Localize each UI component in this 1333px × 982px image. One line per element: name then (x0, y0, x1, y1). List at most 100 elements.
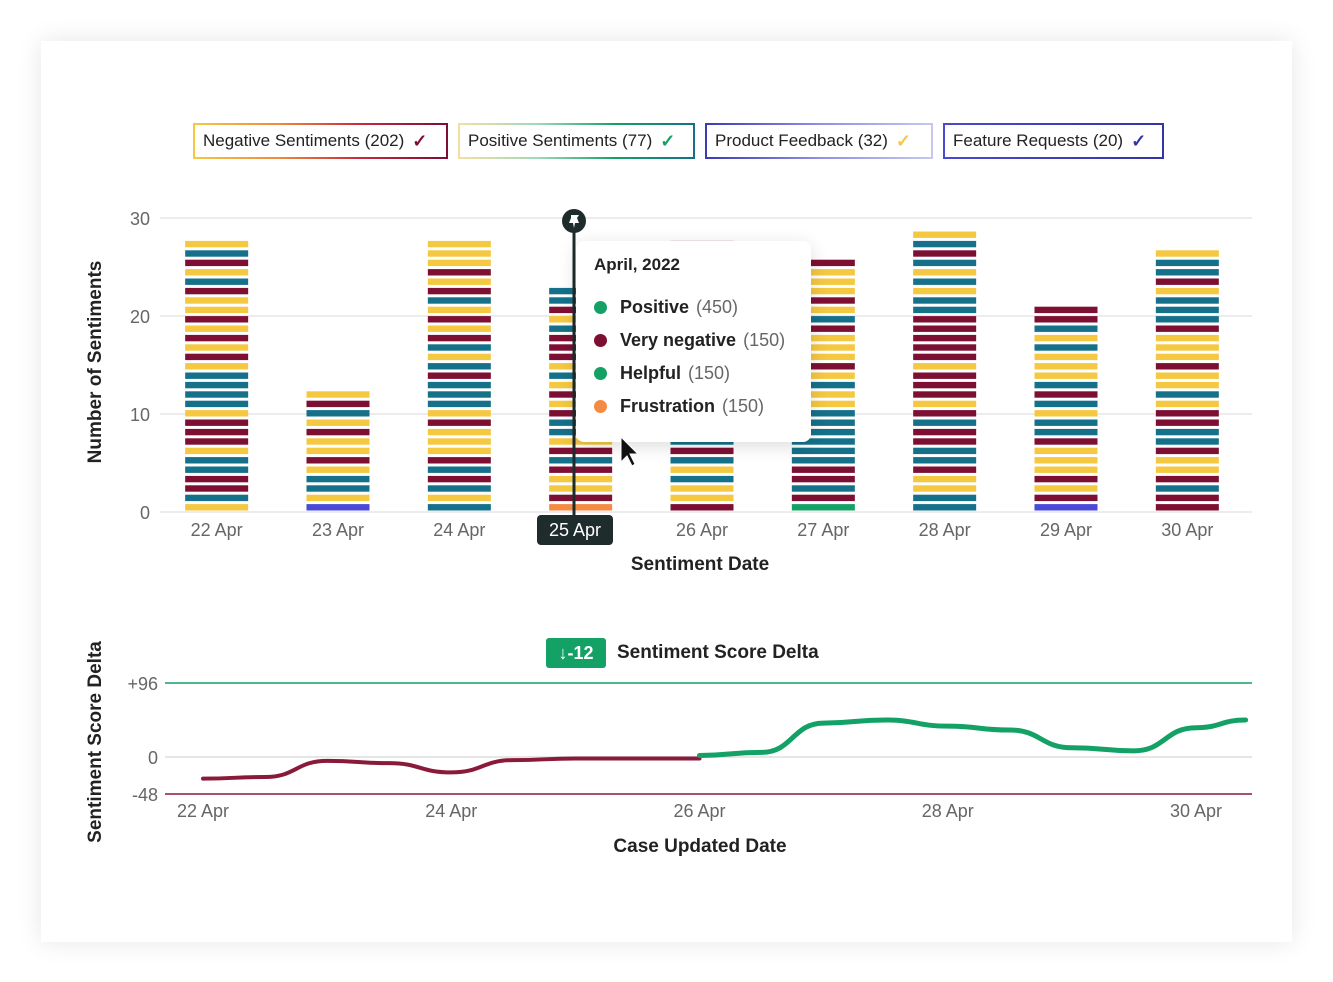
x-tick-label: 30 Apr (1161, 520, 1213, 540)
bar-segment (1155, 306, 1219, 314)
bar-segment (427, 240, 491, 248)
bar-segment (791, 381, 855, 389)
legend-dot-icon (594, 334, 607, 347)
y-tick-label: +96 (127, 674, 158, 694)
bar-segment (1155, 372, 1219, 379)
bar-segment (791, 438, 855, 445)
bar[interactable] (1155, 250, 1219, 511)
bar-segment (549, 504, 613, 511)
bar[interactable] (306, 391, 370, 511)
bar-segment (549, 485, 613, 492)
bar-segment (913, 278, 977, 285)
legend-chip-product-feedback[interactable]: Product Feedback (32) ✓ (705, 123, 933, 159)
bar-segment (1155, 297, 1219, 304)
bar-segment (427, 259, 491, 267)
bar-segment (185, 475, 249, 483)
bar-segment (1034, 400, 1098, 408)
bar[interactable] (791, 259, 855, 511)
legend-chip-negative-sentiments[interactable]: Negative Sentiments (202) ✓ (193, 123, 448, 159)
bar[interactable] (913, 231, 977, 511)
bar-segment (1155, 447, 1219, 455)
bar-segment (1034, 410, 1098, 417)
bar-segment (791, 410, 855, 417)
bar-segment (913, 363, 977, 370)
bar-segment (1034, 372, 1098, 379)
bar-segment (1155, 363, 1219, 370)
bar-segment (670, 504, 734, 511)
bar-segment (791, 494, 855, 502)
bar-segment (913, 419, 977, 426)
bar-segment (427, 410, 491, 417)
bar-segment (670, 475, 734, 483)
bar-segment (185, 259, 249, 267)
bar-segment (791, 457, 855, 464)
check-icon: ✓ (660, 130, 676, 151)
legend-chip-label: Feature Requests (20) (953, 131, 1124, 150)
bar-segment (791, 485, 855, 492)
bar-segment (1155, 428, 1219, 436)
bar-segment (549, 457, 613, 464)
bar-segment (913, 494, 977, 502)
bar-segment (185, 372, 249, 379)
bar-segment (185, 278, 249, 285)
bar-segment (1034, 504, 1098, 511)
bar-segment (1034, 475, 1098, 483)
bar-chart-x-title: Sentiment Date (631, 554, 769, 575)
pin-icon[interactable] (562, 209, 586, 233)
bar-segment (913, 353, 977, 361)
bar-segment (791, 334, 855, 342)
bar-segment (913, 297, 977, 304)
bar-segment (306, 419, 370, 426)
bar-segment (185, 447, 249, 455)
x-tick-label: 24 Apr (425, 801, 477, 821)
bar-segment (913, 316, 977, 323)
bar-segment (427, 381, 491, 389)
legend-dot-icon (594, 367, 607, 380)
bar-segment (1155, 410, 1219, 417)
series-legend: Negative Sentiments (202) ✓ Positive Sen… (0, 123, 1333, 163)
bar-segment (306, 504, 370, 511)
bar-segment (185, 485, 249, 492)
x-tick-label: 22 Apr (177, 801, 229, 821)
x-tick-label: 29 Apr (1040, 520, 1092, 540)
legend-chip-feature-requests[interactable]: Feature Requests (20) ✓ (943, 123, 1164, 159)
bar-segment (791, 447, 855, 455)
bar[interactable] (1034, 306, 1098, 511)
bar-segment (306, 410, 370, 417)
bar-segment (427, 297, 491, 304)
bar-segment (185, 504, 249, 511)
bar-segment (1155, 325, 1219, 332)
check-icon: ✓ (412, 130, 428, 151)
bar-segment (913, 381, 977, 389)
tooltip-row-count: (150) (688, 363, 731, 383)
tooltip-title: April, 2022 (594, 255, 680, 274)
bar[interactable] (427, 240, 491, 511)
bar-segment (1155, 259, 1219, 267)
bar-segment (791, 363, 855, 370)
bar[interactable] (185, 240, 249, 511)
legend-chip-positive-sentiments[interactable]: Positive Sentiments (77) ✓ (458, 123, 695, 159)
bar-segment (913, 240, 977, 248)
bar-segment (306, 475, 370, 483)
bar-segment (1155, 475, 1219, 483)
negative-delta-line (201, 756, 702, 781)
bar-segment (670, 447, 734, 455)
bar-segment (1155, 269, 1219, 276)
y-tick-label: -48 (132, 785, 158, 805)
bar-segment (791, 372, 855, 379)
bar-segment (1034, 353, 1098, 361)
bar-segment (913, 410, 977, 417)
bar-segment (306, 457, 370, 464)
bar-segment (427, 428, 491, 436)
bar-segment (913, 306, 977, 314)
bar-segment (791, 391, 855, 398)
bar-segment (1155, 419, 1219, 426)
tooltip-row-label: Frustration (620, 396, 716, 416)
bar-segment (1155, 334, 1219, 342)
bar-segment (427, 250, 491, 257)
bar-segment (185, 391, 249, 398)
bar-segment (427, 391, 491, 398)
bar-segment (427, 325, 491, 332)
bar-segment (913, 269, 977, 276)
tooltip-row-label: Positive (620, 297, 690, 317)
